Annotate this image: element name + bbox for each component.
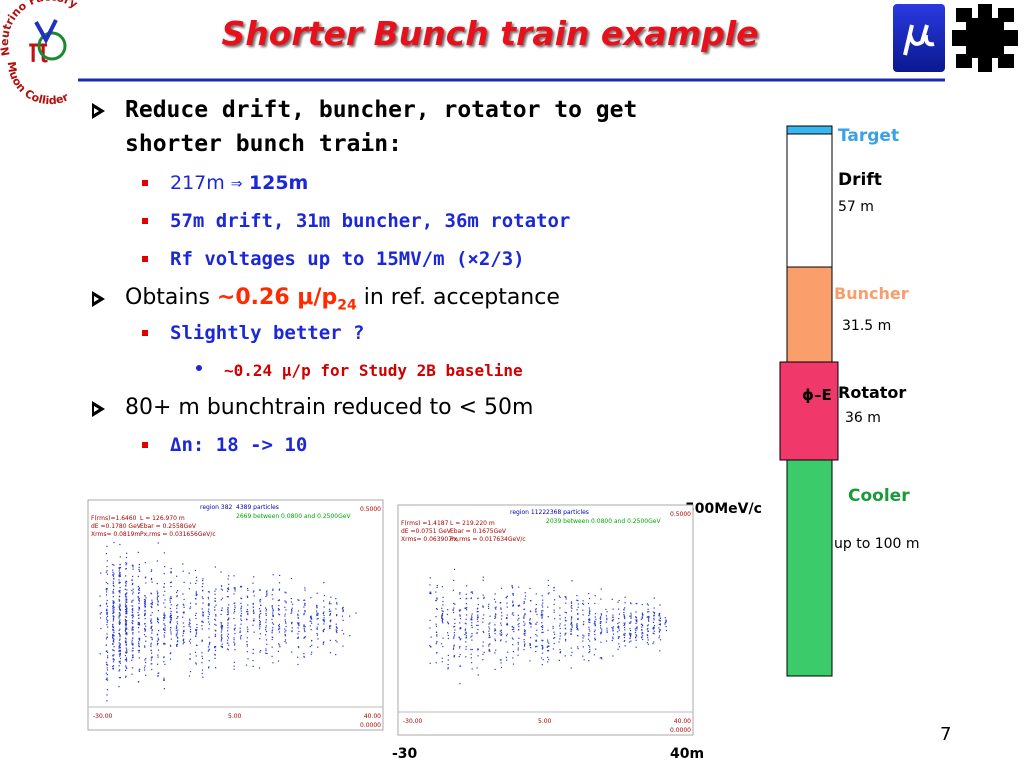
bullet-text: 217m ⇒ 125m xyxy=(170,172,308,194)
bullet-square xyxy=(142,330,148,336)
segment-length: up to 100 m xyxy=(834,536,920,552)
particle-cloud xyxy=(429,568,667,685)
text-run: 24 xyxy=(337,297,357,314)
rotator-block xyxy=(779,361,839,461)
range-label: -30 xyxy=(392,746,418,762)
bullet-text: Reduce drift, buncher, rotator to get xyxy=(125,97,638,123)
plot-label: dE =0.0751 GeV xyxy=(401,528,452,535)
text-run: 125m xyxy=(242,172,309,194)
segment-length: 31.5 m xyxy=(842,318,891,334)
text-run: 217m xyxy=(170,172,231,194)
plot-label: Ebar = 0.1675GeV xyxy=(450,528,507,535)
range-label: 40m xyxy=(670,746,704,762)
bullet-arrow xyxy=(92,401,105,417)
plot-label: L = 126.970 m xyxy=(140,515,185,522)
segment-name: Cooler xyxy=(848,486,910,506)
plot-label: Xrms= 0.063907m xyxy=(401,536,458,543)
momentum-label: 500MeV/c xyxy=(685,501,762,517)
plot-label: L = 219.220 m xyxy=(450,520,495,527)
page-number: 7 xyxy=(940,724,951,745)
bullet-text: 57m drift, 31m buncher, 36m rotator xyxy=(170,210,571,232)
plot-label: region 1122 xyxy=(510,509,546,516)
plot-label: dE =0.1780 GeV xyxy=(91,523,142,530)
plot-label: Px,rms = 0.031656GeV/c xyxy=(140,531,216,538)
beamline: Target Drift 57 m Buncher 31.5 m ϕ–E Rot… xyxy=(685,125,920,677)
plot-label: F(rms)=1.6460 xyxy=(91,515,137,522)
bullet-text: Slightly better ? xyxy=(170,322,365,344)
mu-glyph xyxy=(903,24,935,56)
plot-frame xyxy=(87,499,384,731)
phase-plot: region 1122 2368 particles 0.5000 2039 betw… xyxy=(397,504,694,736)
particle-cloud xyxy=(99,541,357,702)
plot-label: 40.00 xyxy=(364,713,381,720)
plot-label: F(rms) =1.4187 xyxy=(401,520,449,527)
bullet-square xyxy=(142,256,148,262)
cooler-block xyxy=(786,459,833,677)
drift-block xyxy=(786,133,833,268)
segment-name: Rotator xyxy=(838,383,906,402)
target-block xyxy=(786,125,833,135)
bullet-text: Obtains ~0.26 μ/p24 in ref. acceptance xyxy=(125,285,560,313)
plot-frame xyxy=(397,504,694,736)
bullet-arrow xyxy=(92,291,105,307)
slide-title: Shorter Bunch train example xyxy=(221,14,759,53)
plot-label: Ebar = 0.2558GeV xyxy=(140,523,197,530)
plot-label: -30.00 xyxy=(93,713,113,720)
logo-symbol: π xyxy=(28,31,48,71)
logo: Neutrino Factory Muon Collider π xyxy=(0,0,80,107)
bullet-text: ~0.24 μ/p for Study 2B baseline xyxy=(224,361,523,380)
text-run: ~0.26 μ/p xyxy=(216,285,338,310)
buncher-block xyxy=(786,266,833,363)
plot-label: region 382 xyxy=(200,504,233,511)
bullet-text: Δn: 18 -> 10 xyxy=(170,434,308,456)
plot-label: Px,rms = 0.017634GeV/c xyxy=(450,536,526,543)
bullet-text: 80+ m bunchtrain reduced to < 50m xyxy=(125,395,534,420)
bullet-square xyxy=(142,218,148,224)
plot-label: 0.5000 xyxy=(360,506,381,513)
bullet-square xyxy=(142,442,148,448)
plot-label: 2669 between 0.0800 and 0.2500GeV xyxy=(236,513,351,520)
bullet-text: Rf voltages up to 15MV/m (×2/3) xyxy=(170,248,525,270)
bullet-arrow xyxy=(92,103,105,119)
segment-name: Buncher xyxy=(834,284,909,303)
plot-label: 40.00 xyxy=(674,718,691,725)
plot-label: 2368 particles xyxy=(546,509,589,516)
segment-name: Drift xyxy=(838,170,882,190)
text-run: Obtains xyxy=(125,285,217,310)
phase-plot: region 382 4389 particles 0.5000 2669 betwe… xyxy=(87,499,384,731)
fermilab-logo xyxy=(952,4,1018,72)
mu-logo xyxy=(893,4,945,72)
text-run: ⇒ xyxy=(230,172,243,194)
bullet-dot xyxy=(196,365,202,371)
text-run: in ref. acceptance xyxy=(356,285,560,310)
plot-label: 0.0000 xyxy=(670,727,691,734)
segment-length: 57 m xyxy=(838,199,874,215)
bullet-text: shorter bunch train: xyxy=(125,131,402,157)
bullet-square xyxy=(142,180,148,186)
plot-label: -30.00 xyxy=(403,718,423,725)
segment-length: 36 m xyxy=(845,410,881,426)
segment-name: Target xyxy=(838,126,899,146)
plot-label: 0.0000 xyxy=(360,722,381,729)
plot-label: 5.00 xyxy=(538,718,552,725)
plot-label: Xrms= 0.0819m xyxy=(91,531,140,538)
plot-label: 5.00 xyxy=(228,713,242,720)
plot-label: 4389 particles xyxy=(236,504,279,511)
plot-label: 0.5000 xyxy=(670,511,691,518)
plot-label: 2039 between 0.0800 and 0.2500GeV xyxy=(546,518,661,525)
rotator-symbol: ϕ–E xyxy=(802,386,832,404)
